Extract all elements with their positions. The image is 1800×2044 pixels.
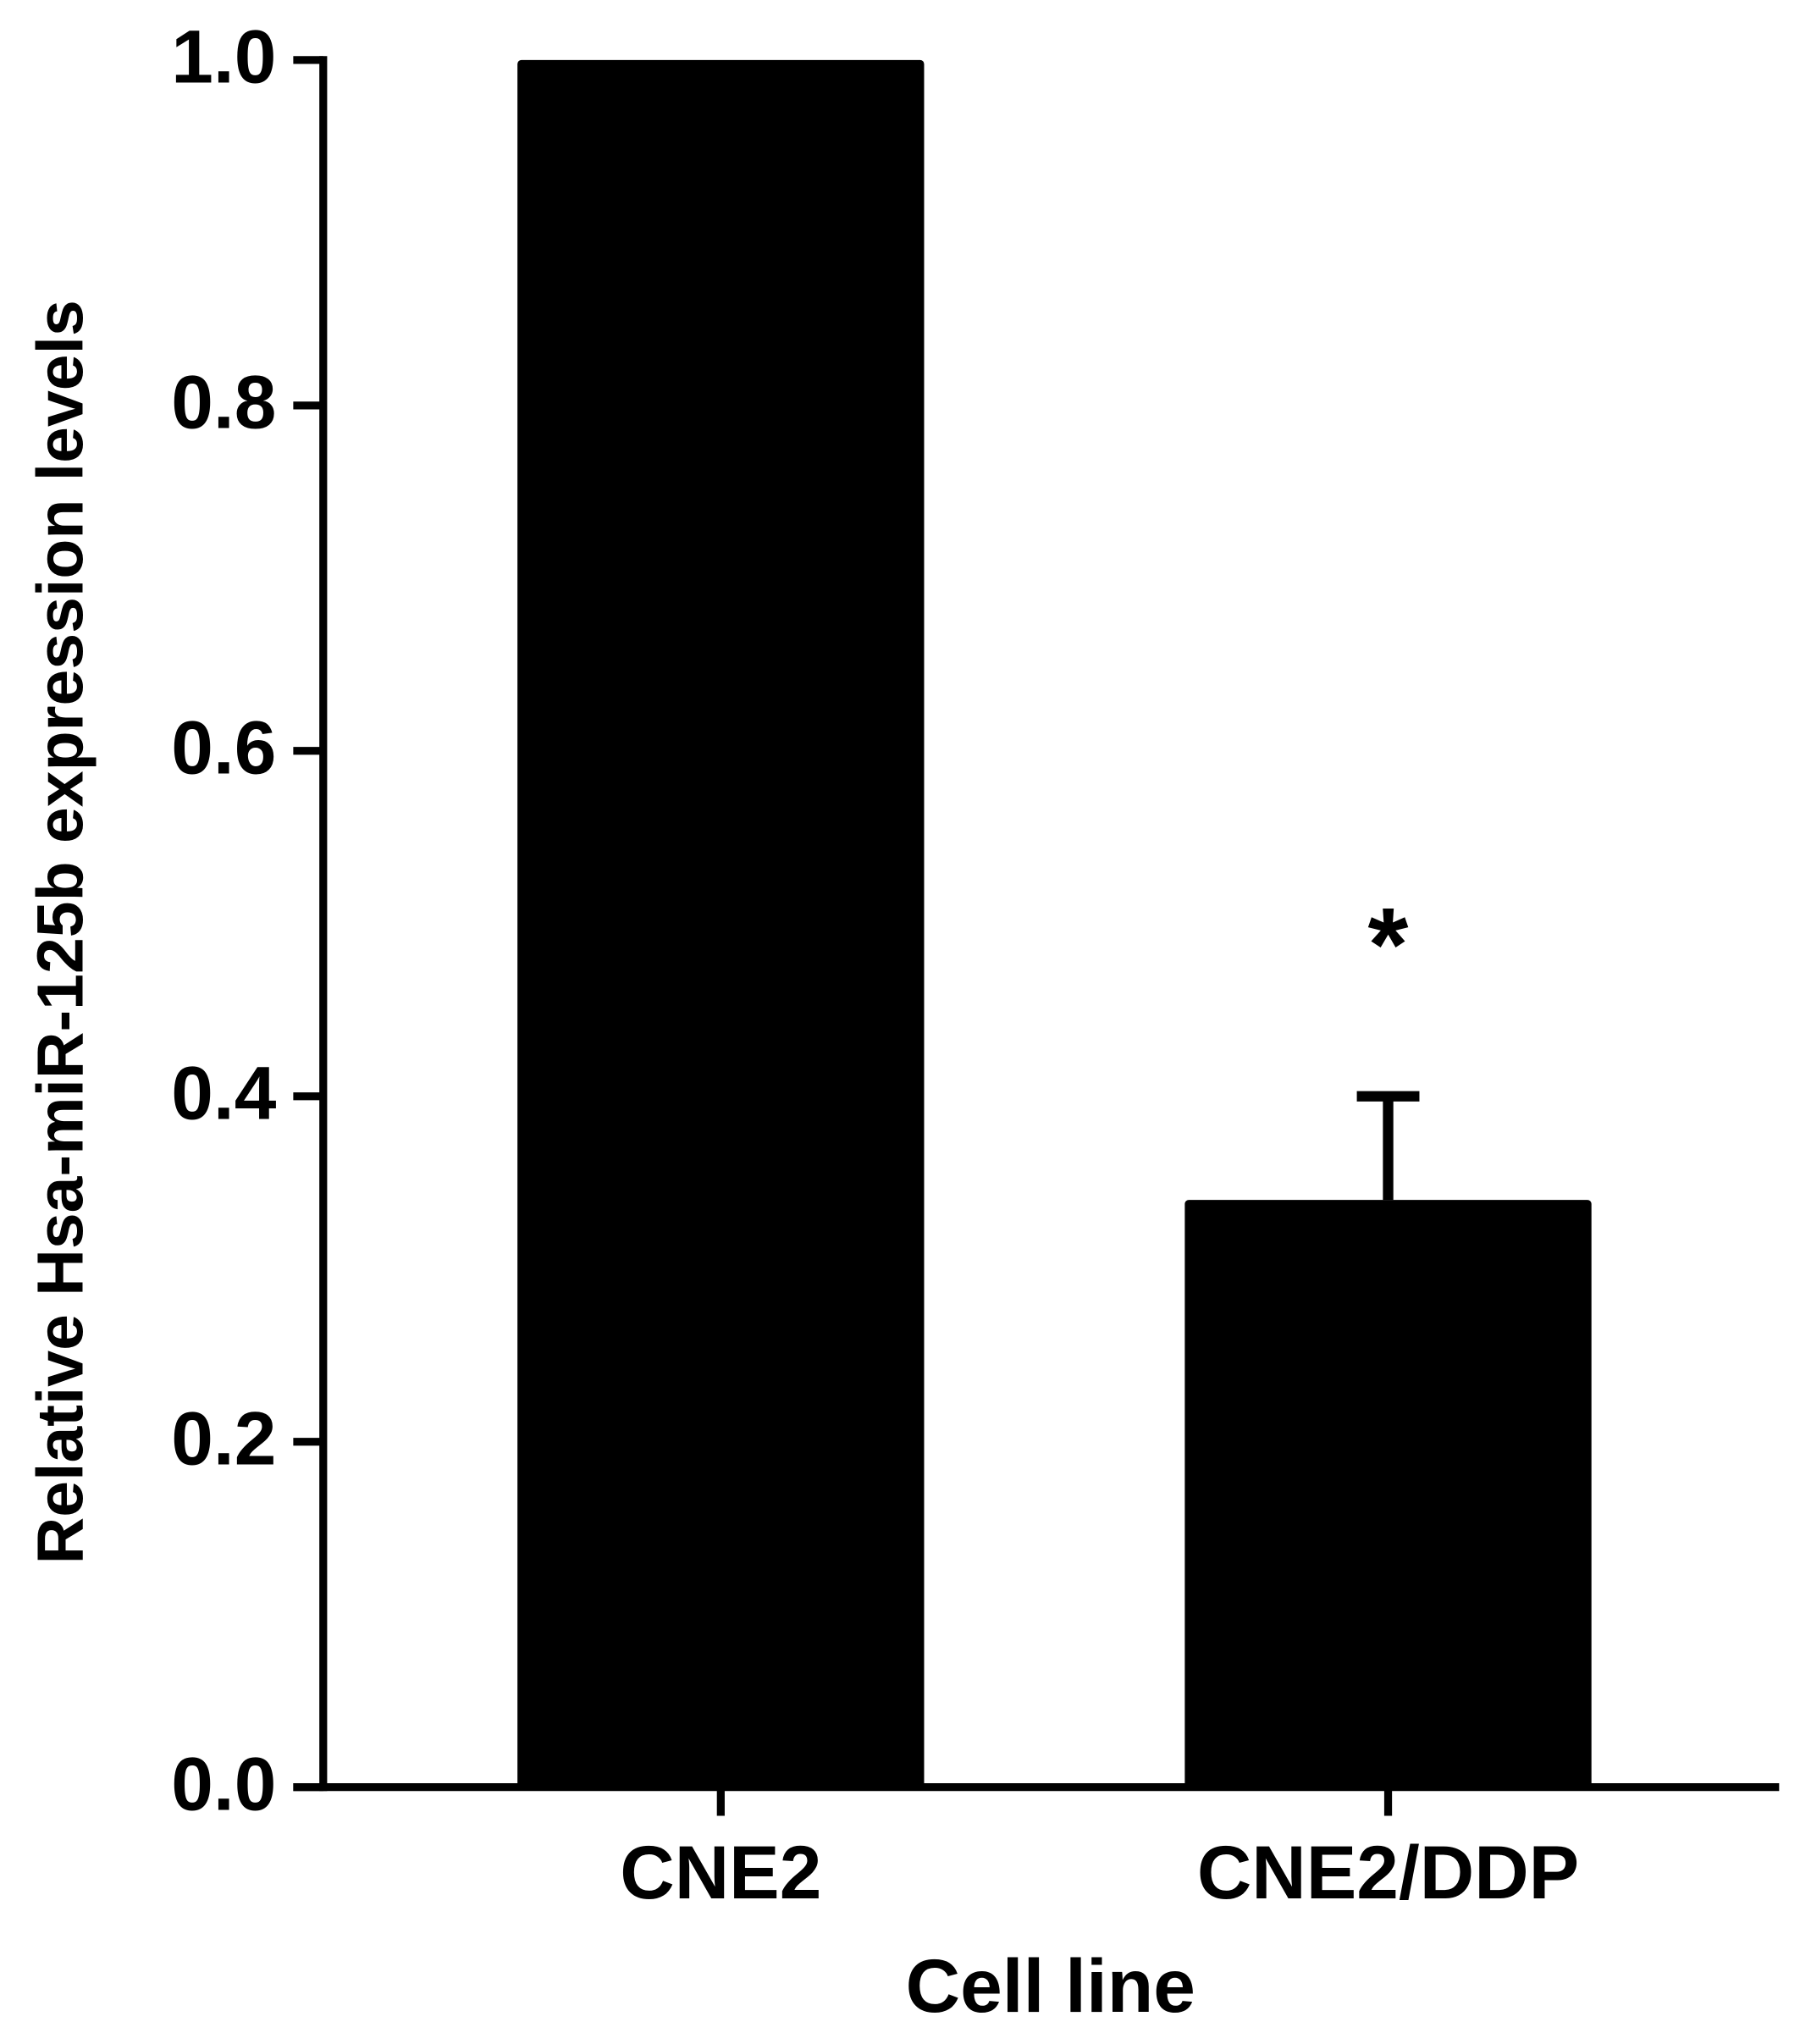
- x-tick-label: CNE2/DDP: [1197, 1830, 1579, 1914]
- y-tick-label: 1.0: [171, 14, 276, 99]
- y-tick-label: 0.8: [171, 359, 276, 444]
- bar: [1184, 1200, 1592, 1787]
- y-tick-label: 0.6: [171, 704, 276, 789]
- x-axis-label: Cell line: [906, 1943, 1195, 2028]
- y-axis-label: Relative Hsa-miR-125b expression levels: [24, 300, 97, 1564]
- y-tick-label: 0.0: [171, 1741, 276, 1826]
- x-tick-label: CNE2: [620, 1830, 821, 1914]
- y-tick-label: 0.2: [171, 1395, 276, 1480]
- bar: [517, 59, 925, 1787]
- significance-label: *: [1368, 887, 1409, 1003]
- y-tick-label: 0.4: [171, 1050, 276, 1135]
